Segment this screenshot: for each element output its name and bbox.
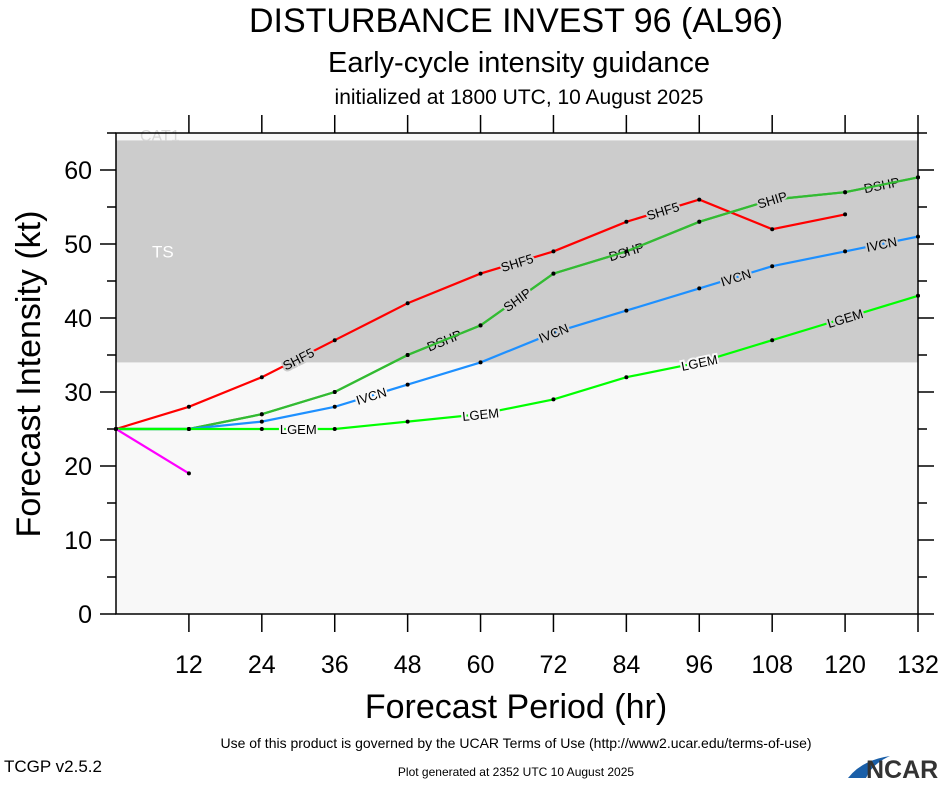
data-point-ivcn bbox=[405, 382, 410, 387]
data-point-ivcn bbox=[697, 286, 702, 291]
x-tick-label: 12 bbox=[175, 651, 203, 679]
series-line-ship bbox=[116, 176, 918, 431]
x-tick-label: 84 bbox=[612, 651, 640, 679]
data-point-ivcn bbox=[478, 360, 483, 365]
series-line-unnamed bbox=[116, 428, 190, 475]
data-point-ship bbox=[478, 323, 483, 328]
band-label-ts: TS bbox=[152, 242, 174, 261]
data-point-ivcn bbox=[551, 330, 556, 335]
data-point-ship bbox=[551, 271, 556, 276]
data-point-ship bbox=[332, 390, 337, 394]
x-axis-label: Forecast Period (hr) bbox=[365, 688, 667, 726]
data-point-ship bbox=[843, 190, 848, 195]
x-tick-label: 24 bbox=[248, 651, 276, 679]
data-point-lgem bbox=[551, 397, 556, 402]
series-label-lgem: LGEM bbox=[462, 405, 500, 424]
plot-area: TSCAT1SHF5SHF5SHF5DSHPDSHPDSHPSHIPSHIPIV… bbox=[64, 115, 939, 679]
data-point-shf5 bbox=[770, 227, 775, 232]
data-point-lgem bbox=[843, 316, 848, 320]
data-point-lgem bbox=[478, 412, 483, 417]
chart-title: DISTURBANCE INVEST 96 (AL96) bbox=[249, 2, 783, 40]
data-point-ship bbox=[259, 412, 264, 417]
data-point-lgem bbox=[332, 427, 337, 431]
data-point-unnamed bbox=[186, 471, 191, 476]
x-tick-label: 132 bbox=[897, 651, 939, 679]
series-line-lgem bbox=[116, 294, 918, 431]
generated-time: Plot generated at 2352 UTC 10 August 202… bbox=[398, 765, 634, 779]
y-tick-label: 50 bbox=[64, 231, 92, 259]
data-point-lgem bbox=[697, 360, 702, 365]
ncar-logo: NCAR bbox=[848, 756, 938, 784]
chart-subtitle: Early-cycle intensity guidance bbox=[328, 47, 710, 79]
data-point-ship bbox=[697, 219, 702, 224]
terms-of-use: Use of this product is governed by the U… bbox=[220, 735, 811, 751]
y-axis-label: Forecast Intensity (kt) bbox=[10, 211, 48, 538]
chart-init-time: initialized at 1800 UTC, 10 August 2025 bbox=[335, 86, 704, 109]
data-point-ivcn bbox=[770, 264, 775, 269]
x-tick-label: 108 bbox=[751, 651, 793, 679]
series-line-ivcn bbox=[116, 235, 918, 431]
data-point-ship bbox=[770, 197, 775, 202]
plot-frame bbox=[115, 132, 919, 615]
x-tick-label: 48 bbox=[394, 651, 422, 679]
series-label-lgem: LGEM bbox=[280, 422, 317, 437]
data-point-ivcn bbox=[259, 419, 264, 424]
data-point-ship bbox=[624, 249, 629, 254]
ncar-logo-swoosh bbox=[848, 756, 890, 778]
y-tick-label: 0 bbox=[78, 601, 92, 629]
x-tick-label: 72 bbox=[540, 651, 568, 679]
x-tick-label: 36 bbox=[321, 651, 349, 679]
data-point-shf5 bbox=[697, 197, 702, 202]
data-point-shf5 bbox=[478, 271, 483, 276]
data-point-shf5 bbox=[843, 212, 848, 217]
x-tick-label: 60 bbox=[467, 651, 495, 679]
data-point-shf5 bbox=[624, 219, 629, 224]
data-point-shf5 bbox=[405, 301, 410, 306]
y-tick-label: 10 bbox=[64, 527, 92, 555]
data-point-lgem bbox=[259, 427, 264, 431]
y-tick-label: 30 bbox=[64, 379, 92, 407]
data-point-shf5 bbox=[551, 249, 556, 254]
data-point-shf5 bbox=[186, 404, 191, 409]
band-label-cat1: CAT1 bbox=[140, 128, 180, 145]
data-point-lgem bbox=[624, 375, 629, 380]
version-label: TCGP v2.5.2 bbox=[4, 757, 102, 776]
x-tick-label: 120 bbox=[824, 651, 866, 679]
y-tick-label: 40 bbox=[64, 305, 92, 333]
data-point-lgem bbox=[405, 419, 410, 424]
data-point-ivcn bbox=[843, 249, 848, 254]
data-point-shf5 bbox=[332, 338, 337, 343]
data-point-lgem bbox=[770, 338, 775, 343]
data-point-ivcn bbox=[624, 308, 629, 313]
ncar-logo-text: NCAR bbox=[866, 756, 938, 780]
y-tick-label: 20 bbox=[64, 453, 92, 481]
x-tick-label: 96 bbox=[685, 651, 713, 679]
data-point-ivcn bbox=[332, 404, 337, 409]
data-point-lgem bbox=[186, 427, 191, 431]
y-tick-label: 60 bbox=[64, 157, 92, 185]
data-point-ship bbox=[405, 353, 410, 357]
band-ts bbox=[116, 140, 918, 363]
data-point-shf5 bbox=[259, 375, 264, 380]
